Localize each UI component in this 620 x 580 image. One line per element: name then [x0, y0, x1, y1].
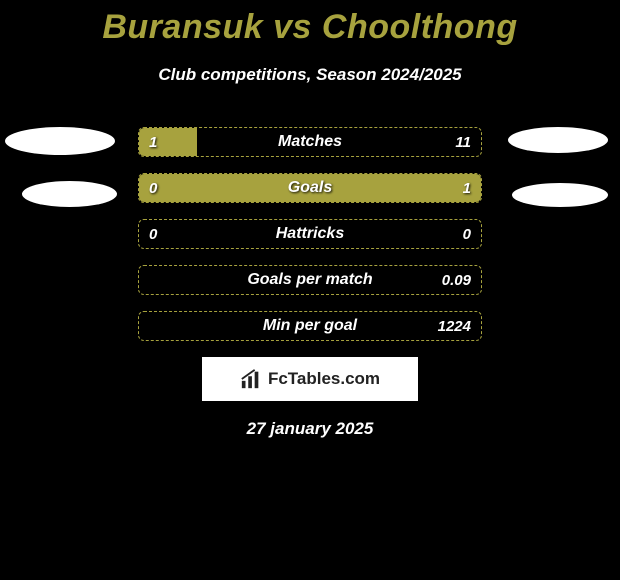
page-title: Buransuk vs Choolthong — [0, 0, 620, 47]
stat-left-value: 0 — [139, 220, 167, 248]
stat-label: Hattricks — [139, 220, 481, 248]
stat-row: Min per goal1224 — [138, 311, 482, 341]
stat-right-value: 1 — [453, 174, 481, 202]
subtitle: Club competitions, Season 2024/2025 — [0, 65, 620, 85]
stat-label: Goals per match — [139, 266, 481, 294]
stat-right-value: 11 — [445, 128, 481, 156]
player-right-avatar-1 — [508, 127, 608, 153]
player-left-avatar-1 — [5, 127, 115, 155]
stat-row: Matches111 — [138, 127, 482, 157]
brand-text: FcTables.com — [268, 369, 380, 389]
brand-box: FcTables.com — [202, 357, 418, 401]
stat-right-value: 0.09 — [432, 266, 481, 294]
stat-row: Hattricks0 0 — [138, 219, 482, 249]
stat-left-value: 0 — [139, 174, 167, 202]
date: 27 january 2025 — [0, 419, 620, 439]
stat-right-value: 1224 — [428, 312, 481, 340]
player-right-avatar-2 — [512, 183, 608, 207]
stat-row: Goals per match0.09 — [138, 265, 482, 295]
stat-bars: Matches111Goals01Hattricks00Goals per ma… — [138, 127, 482, 341]
stat-left-value: 1 — [139, 128, 167, 156]
stat-right-value: 0 — [453, 220, 481, 248]
chart-area: Matches111Goals01Hattricks00Goals per ma… — [0, 127, 620, 341]
player-left-avatar-2 — [22, 181, 117, 207]
stat-label: Matches — [139, 128, 481, 156]
stat-row: Goals0 1 — [138, 173, 482, 203]
stat-label: Goals — [139, 174, 481, 202]
chart-icon — [240, 368, 262, 390]
